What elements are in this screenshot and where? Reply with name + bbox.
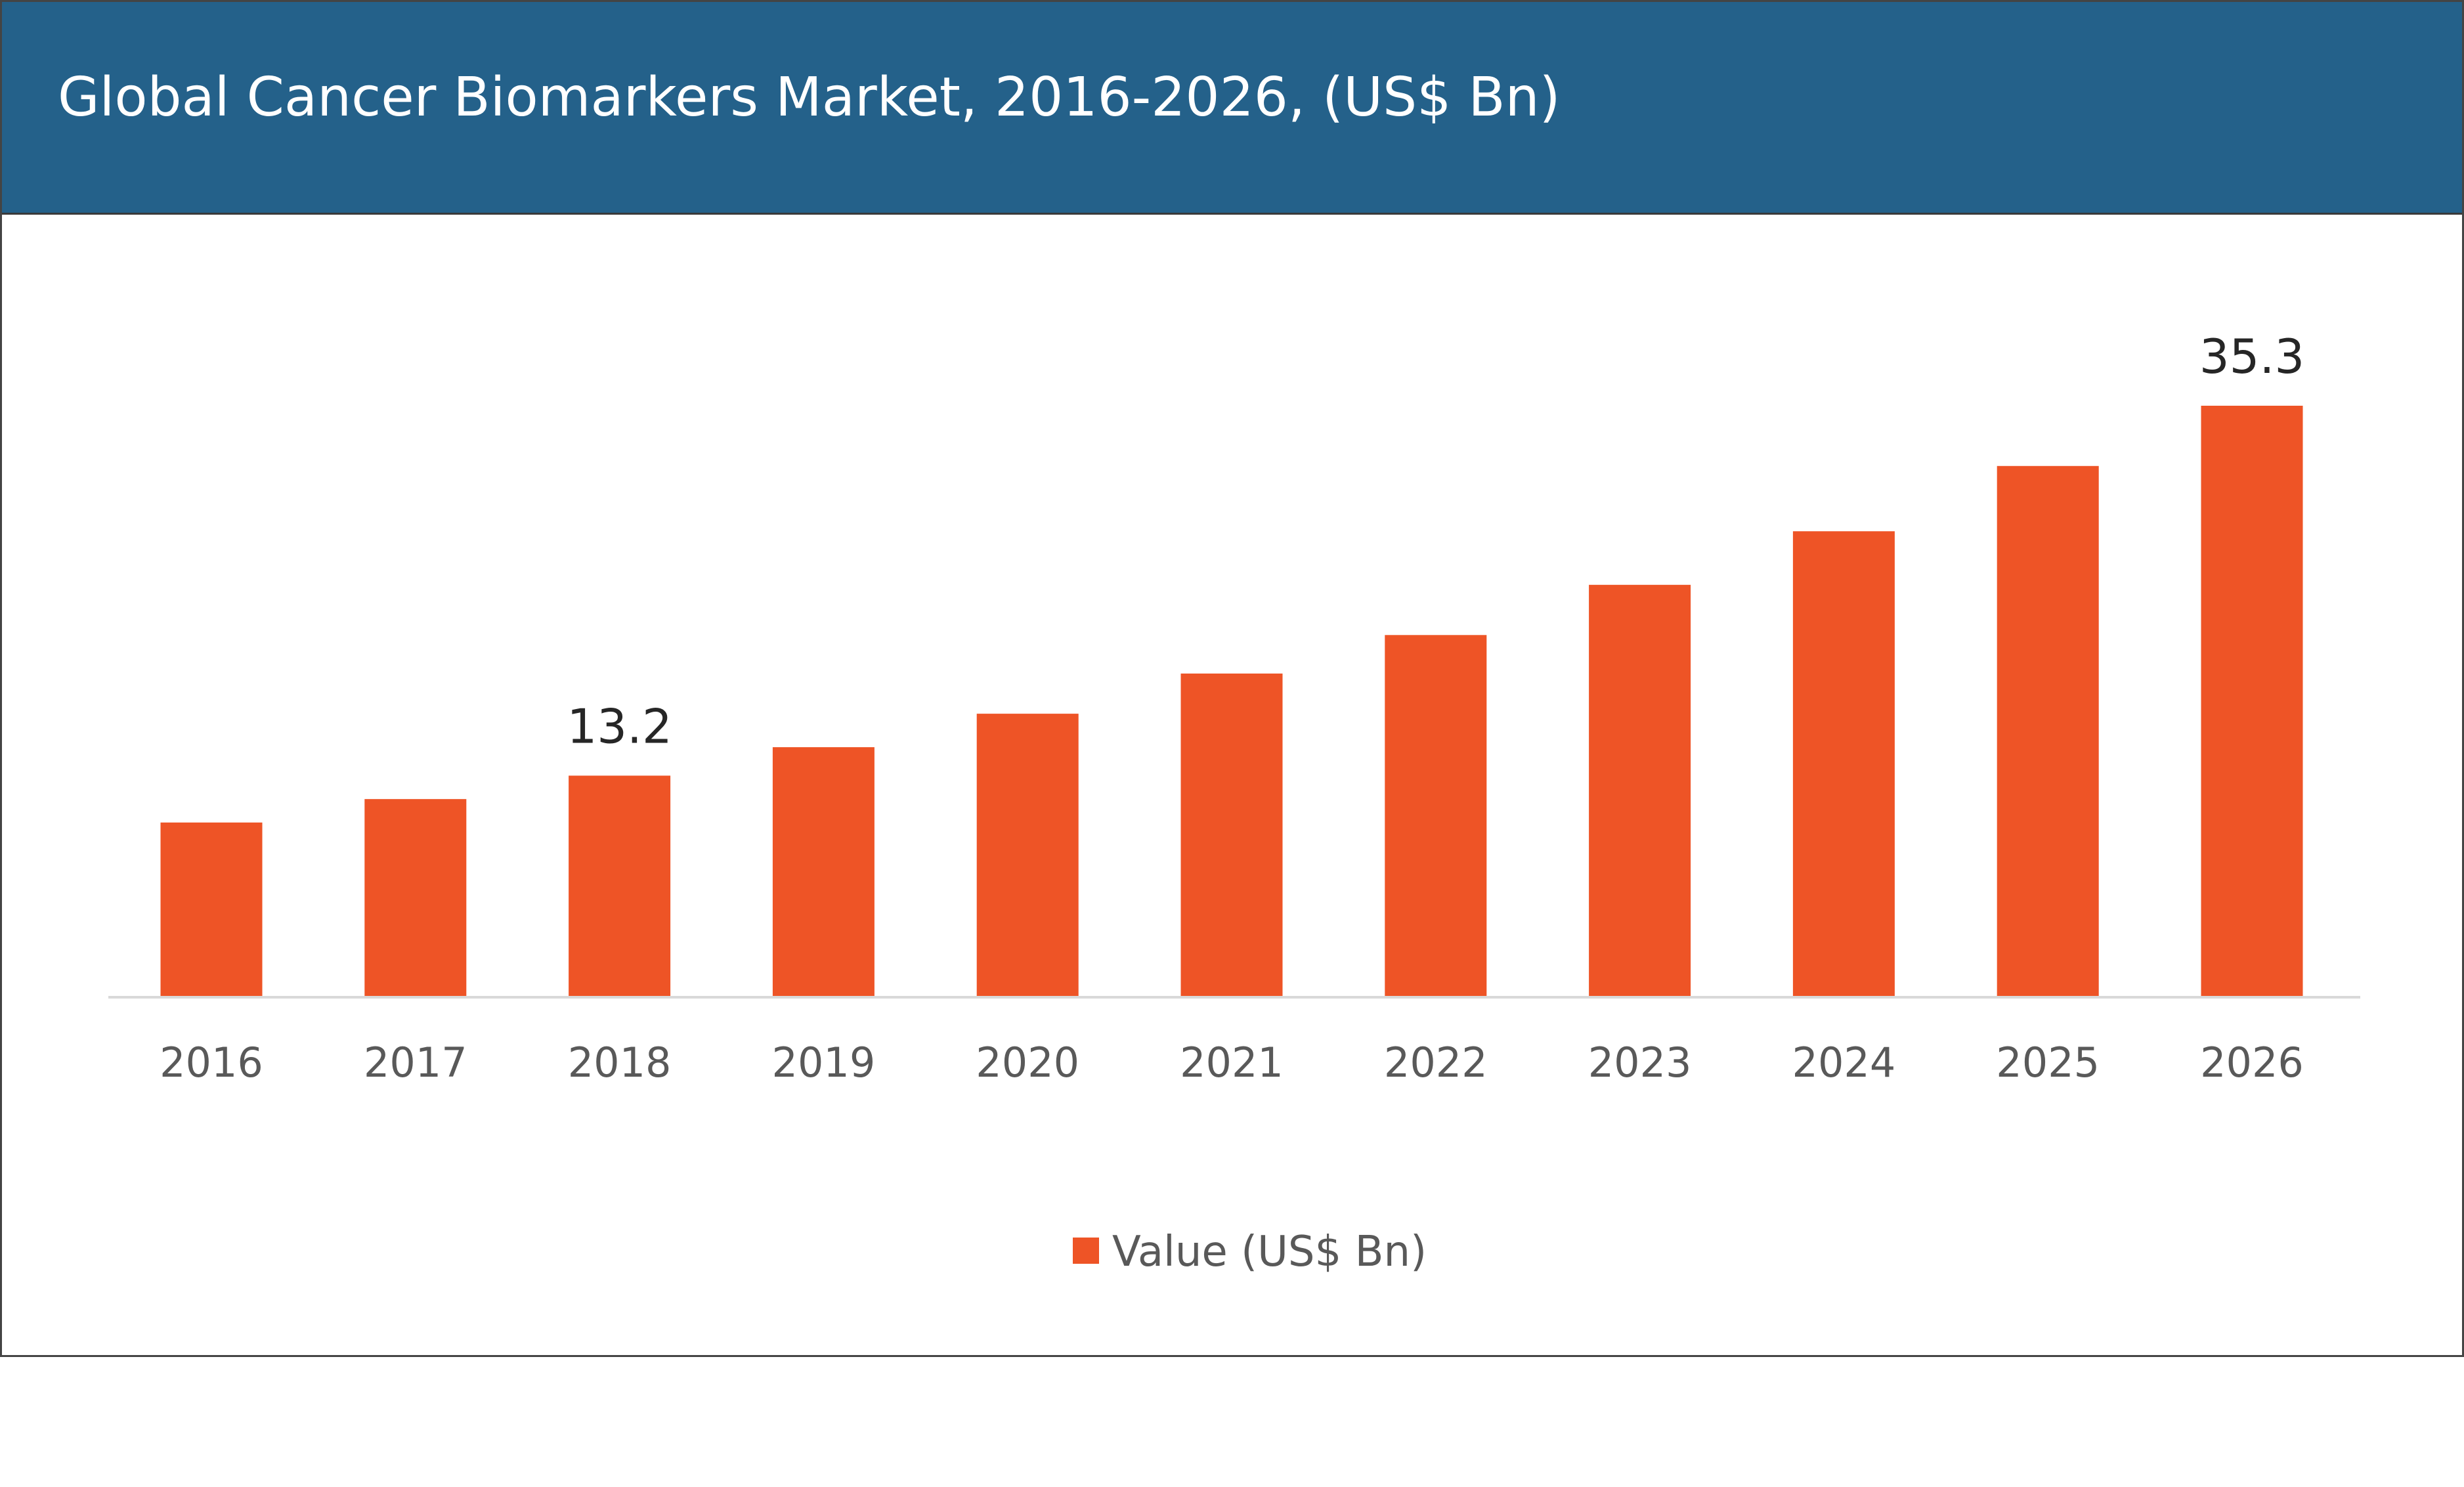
data-label-2026: 35.3 bbox=[2199, 329, 2304, 384]
bar-2024 bbox=[1792, 531, 1895, 997]
legend-label: Value (US$ Bn) bbox=[1112, 1228, 1427, 1276]
x-tick-label-2019: 2019 bbox=[772, 1039, 876, 1087]
chart-title: Global Cancer Biomarkers Market, 2016-20… bbox=[58, 66, 1561, 129]
bar-2019 bbox=[772, 747, 875, 997]
title-bar: Global Cancer Biomarkers Market, 2016-20… bbox=[2, 2, 2462, 215]
legend-swatch bbox=[1073, 1238, 1099, 1264]
x-tick-label-2023: 2023 bbox=[1588, 1039, 1692, 1087]
x-tick-label-2026: 2026 bbox=[2200, 1039, 2304, 1087]
bar-2021 bbox=[1180, 673, 1283, 997]
x-tick-label-2024: 2024 bbox=[1792, 1039, 1896, 1087]
x-tick-label-2017: 2017 bbox=[364, 1039, 467, 1087]
bar-2022 bbox=[1385, 635, 1487, 997]
bar-2023 bbox=[1589, 584, 1691, 997]
x-tick-label-2018: 2018 bbox=[568, 1039, 672, 1087]
bar-2018 bbox=[569, 775, 671, 997]
bar-2026 bbox=[2201, 406, 2303, 997]
bar-2017 bbox=[364, 799, 467, 997]
bar-2016 bbox=[160, 822, 263, 997]
bar-2025 bbox=[1997, 465, 2099, 997]
x-tick-label-2020: 2020 bbox=[976, 1039, 1079, 1087]
x-tick-label-2025: 2025 bbox=[1996, 1039, 2100, 1087]
x-tick-label-2022: 2022 bbox=[1384, 1039, 1488, 1087]
x-tick-label-2021: 2021 bbox=[1180, 1039, 1284, 1087]
data-label-2018: 13.2 bbox=[567, 699, 672, 754]
bar-2020 bbox=[976, 714, 1079, 997]
x-tick-label-2016: 2016 bbox=[160, 1039, 263, 1087]
